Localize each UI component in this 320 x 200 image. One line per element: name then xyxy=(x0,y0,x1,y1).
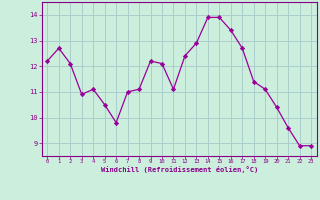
X-axis label: Windchill (Refroidissement éolien,°C): Windchill (Refroidissement éolien,°C) xyxy=(100,166,258,173)
